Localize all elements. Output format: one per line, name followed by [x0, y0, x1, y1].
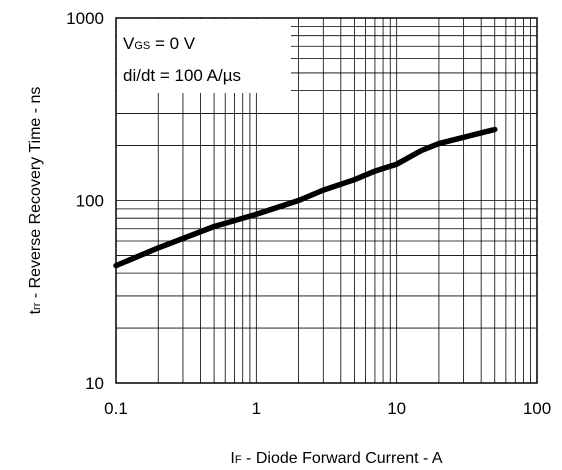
y-tick-label: 100 [76, 192, 104, 211]
legend-box [117, 19, 291, 93]
series-layer [113, 126, 498, 269]
x-axis-label: IF - Diode Forward Current - A [230, 450, 442, 467]
y-axis-label: trr - Reverse Recovery Time - ns [27, 87, 44, 315]
y-tick-label: 1000 [66, 9, 104, 28]
tick-labels: 0.1 1 10 100 10 100 1000 [66, 9, 551, 418]
legend-vgs: VGS = 0 V [123, 34, 196, 53]
series-line-0 [113, 126, 498, 269]
x-tick-label: 10 [387, 399, 406, 418]
x-tick-label: 0.1 [104, 399, 128, 418]
plot-frame [115, 17, 538, 384]
legend-didt: di/dt = 100 A/µs [123, 66, 241, 85]
x-tick-label: 100 [523, 399, 551, 418]
x-tick-label: 1 [252, 399, 261, 418]
y-tick-label: 10 [85, 374, 104, 393]
